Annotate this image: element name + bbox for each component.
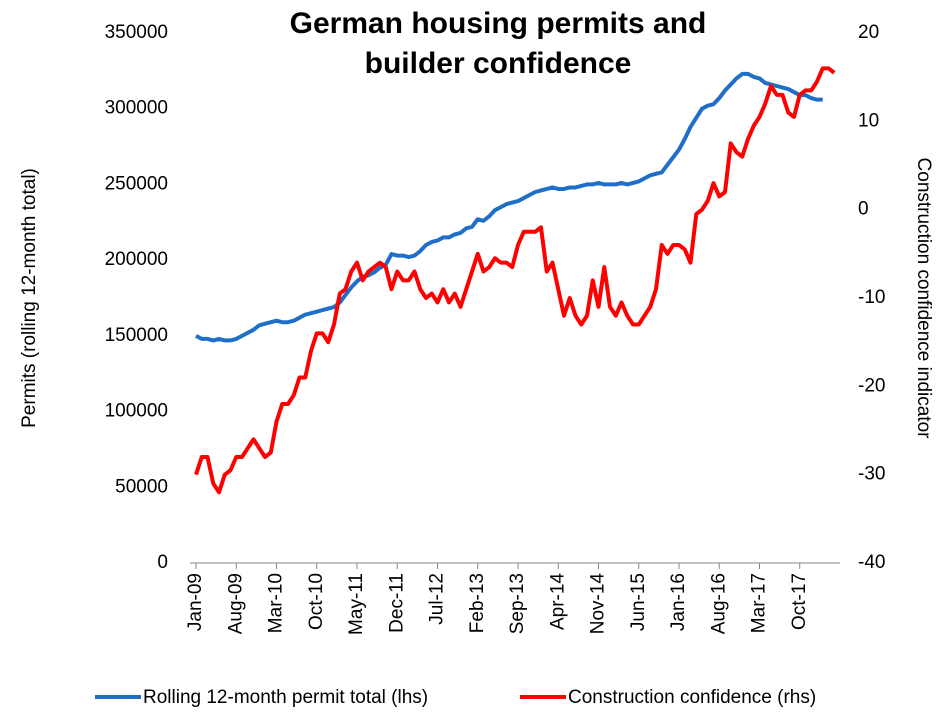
y-tick-label: 150000	[105, 325, 168, 346]
x-tick-label: Mar-17	[749, 573, 770, 633]
legend-label: Construction confidence (rhs)	[568, 687, 816, 708]
y-tick-label: 350000	[105, 22, 168, 43]
y2-tick-label: 0	[858, 199, 869, 220]
chart-title: German housing permits and builder confi…	[289, 7, 707, 80]
y-tick-label: 100000	[105, 401, 168, 422]
x-tick-label: May-11	[346, 573, 367, 635]
x-tick-label: Feb-13	[467, 573, 488, 633]
x-tick-label: Dec-11	[386, 573, 407, 633]
y2-tick-label: 20	[858, 22, 879, 43]
x-tick-label: Oct-17	[789, 573, 810, 630]
y-tick-label: 250000	[105, 173, 168, 194]
y2-tick-label: 10	[858, 110, 879, 131]
x-tick-label: Nov-14	[588, 573, 609, 635]
x-tick-label: Jan-16	[668, 573, 689, 631]
y2-axis-label: Construction confidence indicator	[913, 158, 934, 440]
series-line	[195, 71, 823, 343]
x-tick-label: Apr-14	[547, 573, 568, 630]
x-tick-label: Oct-10	[306, 573, 327, 630]
x-tick-label: Jul-12	[427, 573, 448, 625]
y-tick-label: 300000	[105, 98, 168, 119]
y-tick-label: 50000	[115, 476, 168, 497]
y2-tick-label: -30	[858, 464, 885, 485]
x-tick-label: Mar-10	[266, 573, 287, 633]
legend-label: Rolling 12-month permit total (lhs)	[143, 687, 428, 708]
series-line	[194, 66, 836, 495]
x-tick-label: Aug-16	[708, 573, 729, 634]
y-tick-label: 0	[157, 552, 168, 573]
y2-tick-label: -40	[858, 552, 885, 573]
x-tick-label: Aug-09	[225, 573, 246, 634]
x-tick-label: Jan-09	[185, 573, 206, 631]
y-tick-label: 200000	[105, 249, 168, 270]
y2-tick-label: -10	[858, 287, 885, 308]
x-tick-label: Sep-13	[507, 573, 528, 634]
x-tick-label: Jun-15	[628, 573, 649, 631]
y2-tick-label: -20	[858, 375, 885, 396]
y-axis-label: Permits (rolling 12-month total)	[19, 168, 40, 428]
